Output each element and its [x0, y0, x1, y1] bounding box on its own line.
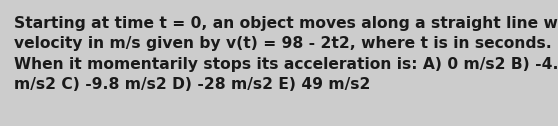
Text: Starting at time t = 0, an object moves along a straight line with
velocity in m: Starting at time t = 0, an object moves … — [14, 16, 558, 92]
